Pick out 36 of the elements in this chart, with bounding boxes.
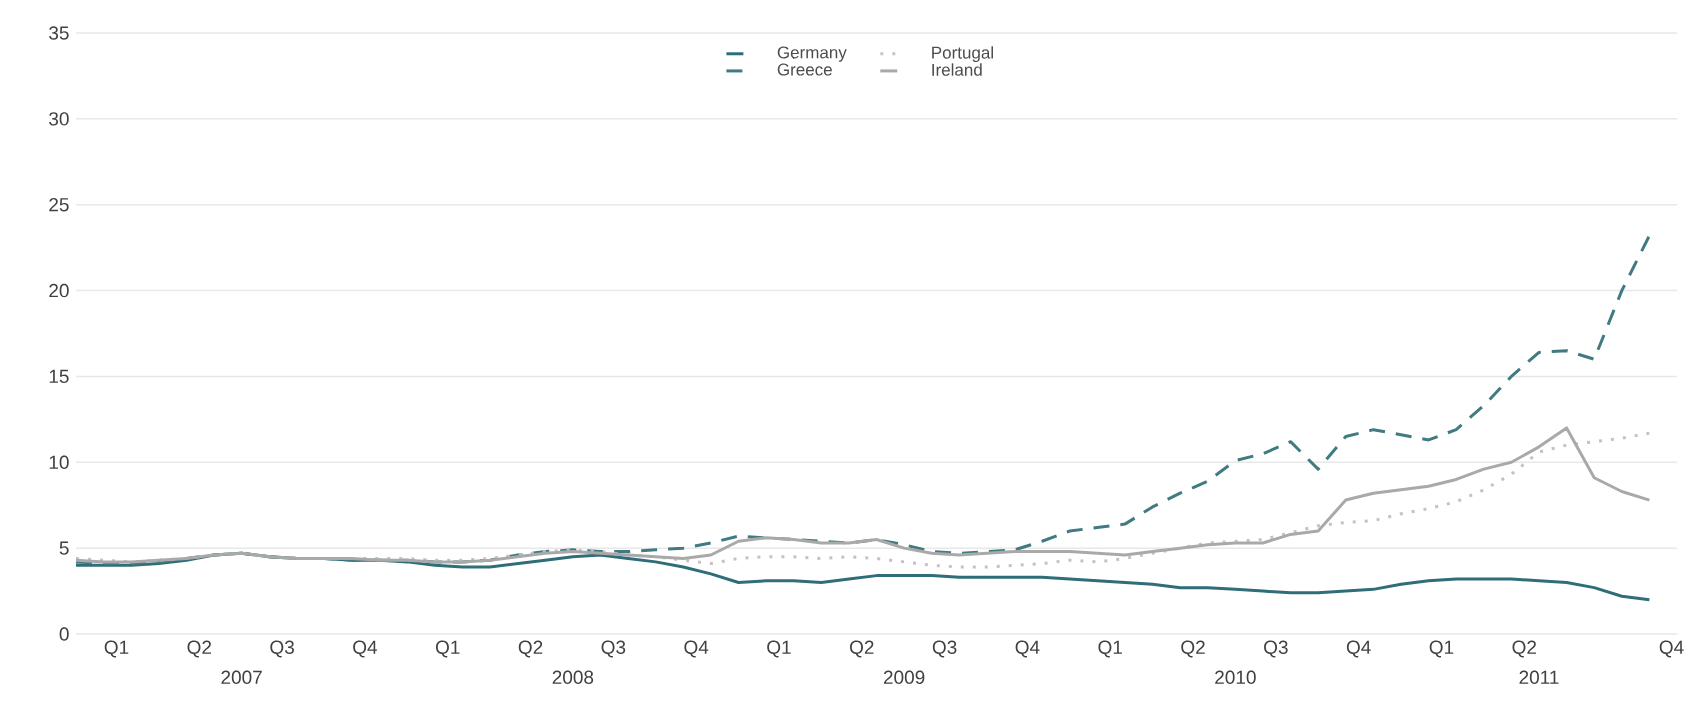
legend-label: Germany — [777, 46, 847, 62]
y-tick-label: 20 — [49, 283, 69, 298]
x-tick-label: Q3 — [270, 640, 294, 658]
x-tick-label: Q4 — [684, 640, 709, 658]
x-tick-label: Q1 — [104, 640, 129, 658]
y-tick-label: 25 — [49, 197, 69, 212]
x-tick-label: Q1 — [1098, 640, 1122, 658]
x-tick-label: Q4 — [1346, 640, 1371, 658]
x-tick-label: Q1 — [435, 640, 460, 658]
x-tick-label: Q4 — [1659, 640, 1684, 658]
x2-tick-label: 2007 — [221, 670, 262, 684]
x-tick-label: Q1 — [767, 640, 791, 658]
x-tick-label: Q2 — [1512, 640, 1536, 658]
y-tick-label: 10 — [49, 455, 69, 470]
y-tick-label: 35 — [49, 26, 69, 40]
legend-label: Ireland — [932, 63, 982, 76]
x2-tick-label: 2009 — [883, 670, 925, 684]
x-tick-label: Q3 — [1264, 640, 1288, 658]
y-tick-label: 5 — [59, 541, 69, 555]
y-tick-label: 0 — [59, 627, 69, 641]
x-tick-label: Q3 — [932, 640, 957, 658]
x-tick-label: Q2 — [518, 640, 543, 658]
x2-tick-label: 2008 — [552, 670, 594, 684]
legend-label: Greece — [777, 63, 832, 76]
x-tick-label: Q1 — [1429, 640, 1454, 658]
x-tick-label: Q2 — [187, 640, 212, 658]
x-tick-label: Q2 — [850, 640, 874, 658]
x-tick-label: Q4 — [353, 640, 378, 658]
x-tick-label: Q3 — [601, 640, 626, 658]
x-tick-label: Q4 — [1015, 640, 1040, 658]
x2-tick-label: 2011 — [1519, 670, 1559, 684]
y-tick-label: 15 — [49, 369, 69, 384]
x-tick-label: Q2 — [1181, 640, 1205, 658]
y-tick-label: 30 — [49, 112, 69, 126]
legend-label: Portugal — [932, 46, 993, 63]
x2-tick-label: 2010 — [1215, 670, 1256, 684]
